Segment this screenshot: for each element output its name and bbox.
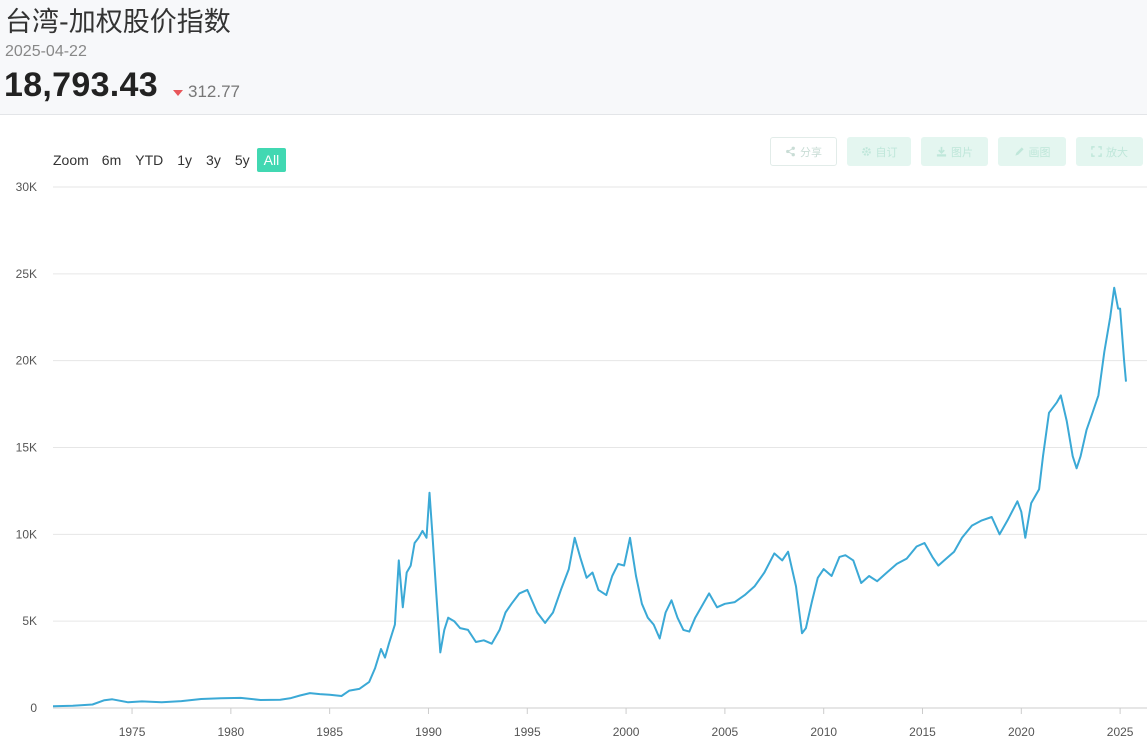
x-tick-label: 2010 <box>810 725 837 739</box>
range-button-1y[interactable]: 1y <box>177 152 193 168</box>
share-button[interactable]: 分享 <box>770 137 837 166</box>
y-tick-label: 15K <box>16 441 37 455</box>
price-change-value: 312.77 <box>188 82 240 101</box>
price-change: 312.77 <box>173 82 240 102</box>
zoom-label: Zoom <box>53 152 89 168</box>
down-arrow-icon <box>173 90 183 96</box>
index-line-chart: 0 5K 10K 15K 20K 25K 30K 1975 1980 1985 1990 1995 2… <box>16 180 1147 739</box>
expand-label: 放大 <box>1106 145 1128 159</box>
y-tick-label: 0 <box>30 701 37 715</box>
quote-date: 2025-04-22 <box>5 43 87 60</box>
x-tick-label: 2025 <box>1107 725 1134 739</box>
y-tick-label: 25K <box>16 267 37 281</box>
expand-button[interactable]: 放大 <box>1076 137 1143 166</box>
y-tick-label: 30K <box>16 180 37 194</box>
x-tick-label: 1985 <box>316 725 343 739</box>
expand-icon <box>1091 146 1102 157</box>
x-tick-label: 2020 <box>1008 725 1035 739</box>
page-title: 台湾-加权股价指数 <box>5 7 231 38</box>
range-button-all[interactable]: All <box>256 148 287 172</box>
image-button[interactable]: 图片 <box>921 137 988 166</box>
download-icon <box>936 146 947 157</box>
x-tick-label: 2000 <box>613 725 640 739</box>
image-label: 图片 <box>951 145 973 159</box>
range-button-5y[interactable]: 5y <box>234 152 250 168</box>
x-tick-label: 2005 <box>712 725 739 739</box>
header: 台湾-加权股价指数 2025-04-22 18,793.43 312.77 <box>0 0 1147 115</box>
range-button-3y[interactable]: 3y <box>206 152 221 168</box>
x-tick-label: 1980 <box>218 725 245 739</box>
gear-icon <box>861 147 871 156</box>
draw-label: 画图 <box>1028 145 1051 159</box>
y-axis: 0 5K 10K 15K 20K 25K 30K <box>16 180 38 715</box>
range-button-ytd[interactable]: YTD <box>135 152 164 168</box>
custom-label: 自订 <box>875 145 898 159</box>
x-tick-label: 1990 <box>415 725 442 739</box>
share-icon <box>786 146 795 157</box>
x-tick-label: 2015 <box>909 725 936 739</box>
current-price: 18,793.43 <box>4 66 158 104</box>
x-tick-label: 1995 <box>514 725 541 739</box>
y-tick-label: 20K <box>16 354 37 368</box>
chart-toolbar: 分享 自订 图片 画图 放大 <box>770 137 1143 166</box>
y-tick-label: 5K <box>22 614 37 628</box>
share-label: 分享 <box>800 145 822 159</box>
y-tick-label: 10K <box>16 527 37 541</box>
series-line <box>52 286 1127 708</box>
x-axis: 1975 1980 1985 1990 1995 2000 2005 2010 2015 2020… <box>119 708 1134 739</box>
draw-button[interactable]: 画图 <box>998 137 1066 166</box>
range-selector: Zoom 6m YTD 1y 3y 5y All <box>53 148 287 172</box>
x-tick-label: 1975 <box>119 725 146 739</box>
chart-grid <box>53 186 1147 709</box>
custom-button[interactable]: 自订 <box>847 137 911 166</box>
pencil-icon <box>1014 147 1024 156</box>
range-button-6m[interactable]: 6m <box>101 152 122 168</box>
